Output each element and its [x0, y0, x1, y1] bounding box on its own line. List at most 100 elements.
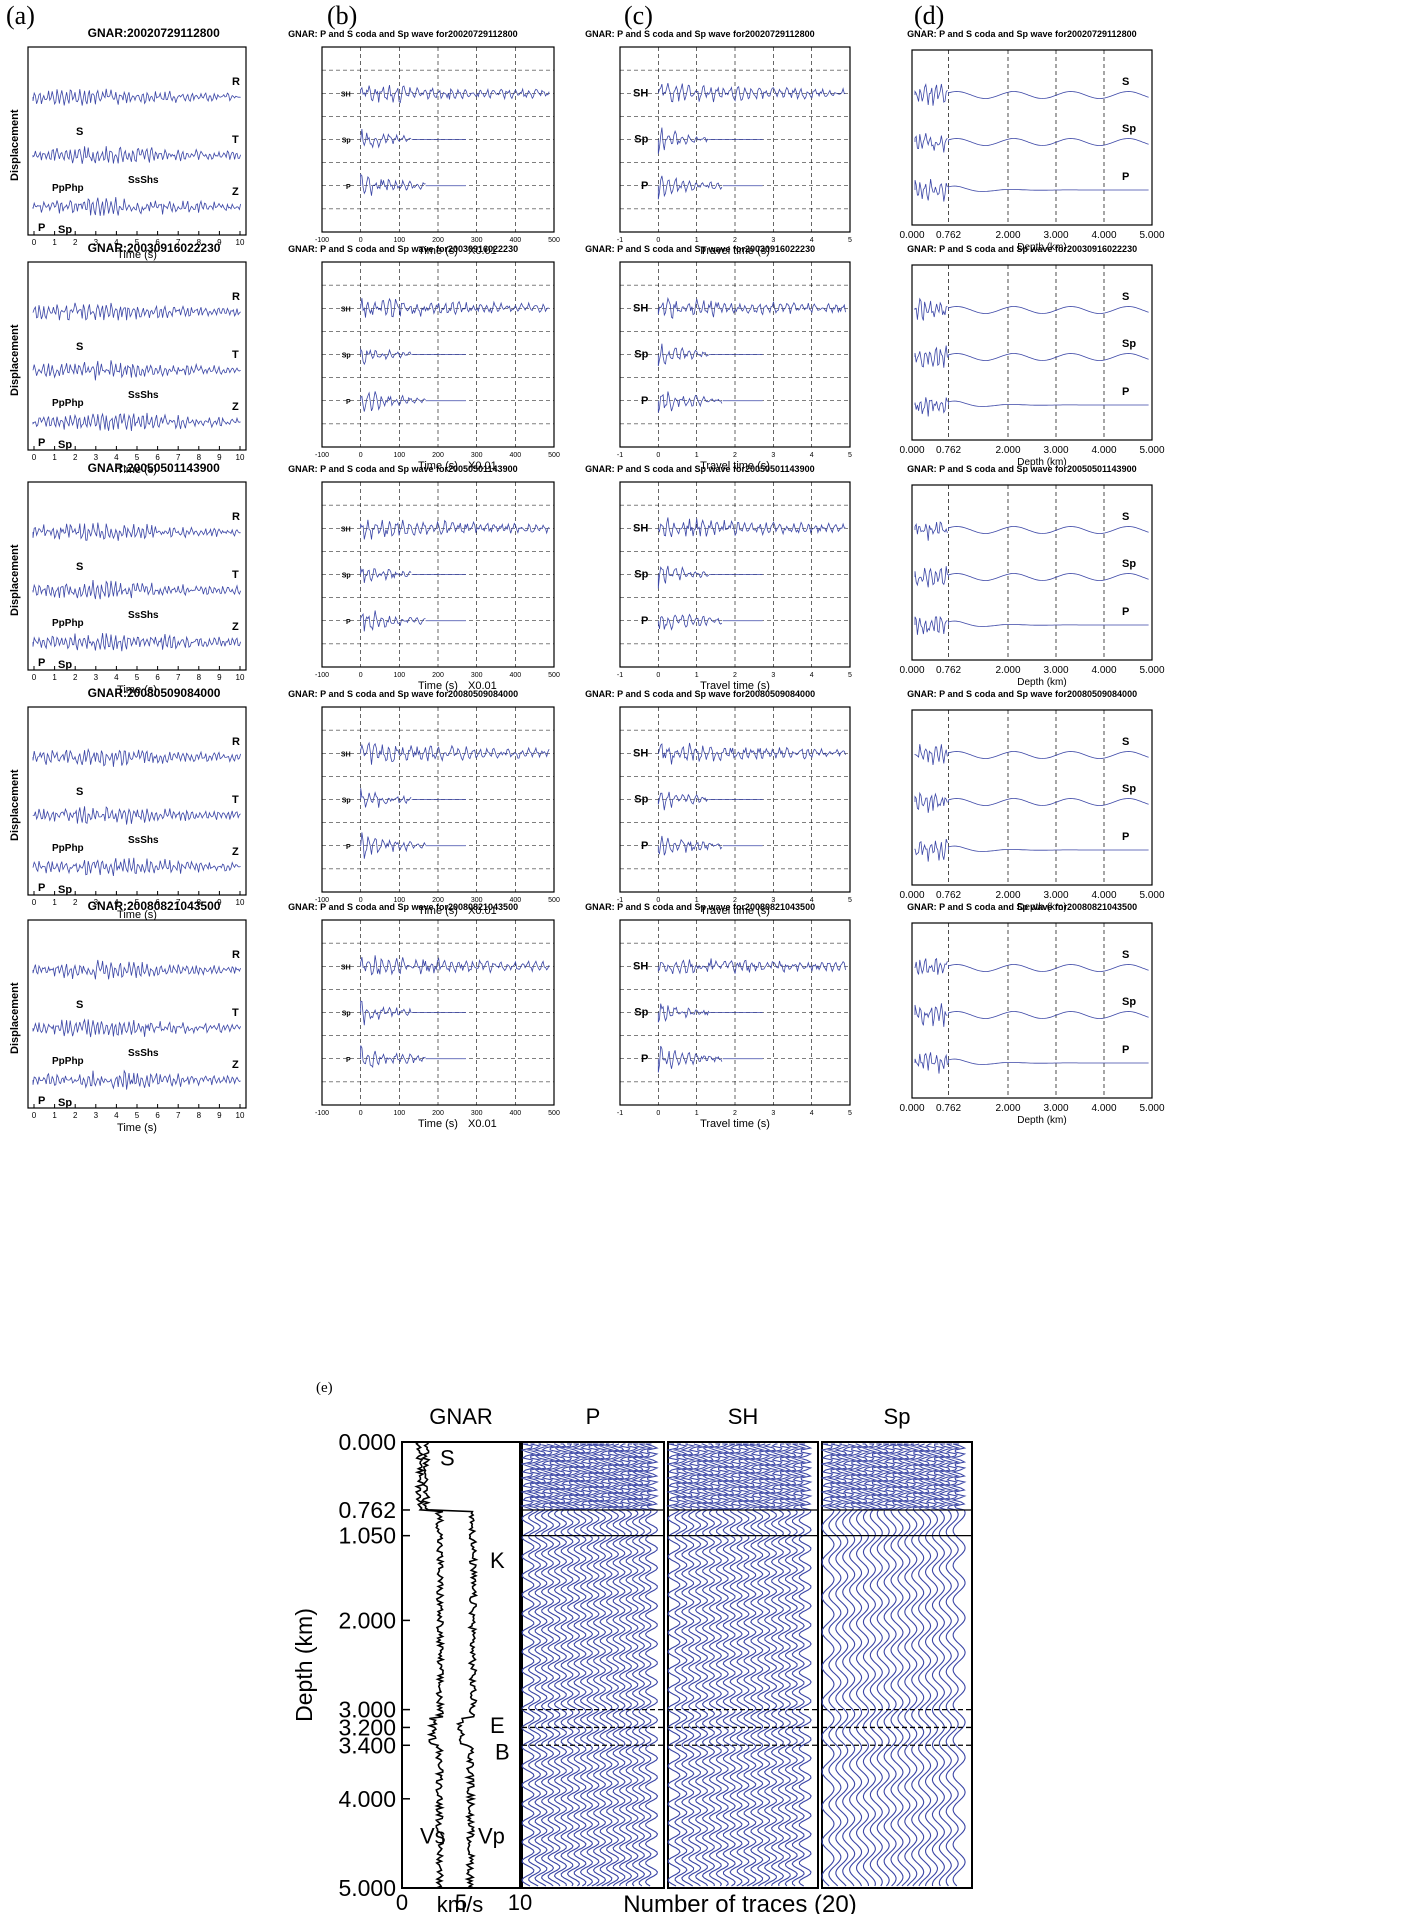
panel-letter-d: (d)	[914, 1, 944, 30]
col-c-trace-label: Sp	[634, 1007, 648, 1019]
col-b-title-prefix: GNAR: P and S coda and Sp wave for	[288, 29, 448, 39]
col-d-trace-head	[914, 83, 948, 106]
col-c-trace	[657, 391, 723, 413]
col-d-trace-label: Sp	[1122, 558, 1136, 570]
col-c-tick-label: -1	[617, 897, 623, 904]
col-b-tick-label: 500	[548, 237, 560, 244]
col-d-trace-tail	[948, 138, 1149, 146]
col-c-tick-label: 3	[771, 237, 775, 244]
col-d-trace-tail	[948, 526, 1149, 534]
col-b-tick-label: 100	[393, 237, 405, 244]
col-d-tick-label: 5.000	[1139, 665, 1164, 676]
col-d-xlabel: Depth (km)	[1017, 242, 1066, 253]
col-c-tick-label: 4	[810, 672, 814, 679]
phase-sp: Sp	[58, 884, 72, 896]
panel-e-wiggle-trace	[643, 1443, 659, 1887]
col-d-frame	[911, 922, 1153, 1099]
phase-sashs: SsShs	[128, 175, 159, 186]
panel-e-vs-label: Vs	[420, 1823, 446, 1848]
col-b-trace-label: Sp	[342, 573, 351, 580]
col-c-title-id: 20020729112800	[745, 29, 815, 39]
col-d-trace-label: S	[1122, 949, 1129, 961]
col-d-title-id: 20050501143900	[1067, 464, 1137, 474]
panel-e-wiggle-trace	[637, 1443, 654, 1887]
col-a-trace-label: T	[232, 1007, 239, 1019]
seismogram-panels: (a) (b) (c) (d)GNAR: 20020729112800Displace…	[6, 1, 1165, 1134]
col-b-trace	[360, 568, 412, 583]
panel-e-wiggle-trace	[584, 1443, 601, 1887]
col-b-title-prefix: GNAR: P and S coda and Sp wave for	[288, 464, 448, 474]
col-d-trace-head	[914, 957, 948, 975]
col-d-trace-label: Sp	[1122, 996, 1136, 1008]
panel-e-wiggle-trace	[591, 1443, 608, 1887]
col-c-trace	[657, 742, 846, 765]
col-b-tick-label: 400	[509, 1110, 521, 1117]
col-d-tick-label: 2.000	[995, 665, 1020, 676]
col-a-tick-label: 5	[135, 238, 140, 247]
col-d-tick-label: 5.000	[1139, 890, 1164, 901]
panel-e-wiggle-trace	[672, 1443, 689, 1887]
col-c-tick-label: 2	[733, 1110, 737, 1117]
col-c-trace-label: Sp	[634, 349, 648, 361]
panel-e-wiggle-trace	[930, 1443, 946, 1887]
col-b-tick-label: 300	[471, 1110, 483, 1117]
col-d-trace-tail	[948, 798, 1149, 806]
col-d-trace-tail	[948, 91, 1149, 99]
panel-e-wiggle-trace	[707, 1443, 724, 1887]
col-c-title-prefix: GNAR: P and S coda and Sp wave for	[585, 29, 745, 39]
panel-e-wiggle-trace	[868, 1443, 884, 1887]
phase-s: S	[76, 999, 83, 1011]
row-5: GNAR: 20080821043500DisplacementRTZSSsSh…	[9, 899, 1165, 1134]
col-c-trace-label: P	[641, 840, 648, 852]
col-c-trace	[657, 791, 709, 811]
col-a-tick-label: 7	[176, 898, 181, 907]
col-c-trace-label: P	[641, 180, 648, 192]
col-b-trace	[360, 1000, 412, 1026]
col-b-tick-label: 0	[359, 237, 363, 244]
col-c-tick-label: 5	[848, 897, 852, 904]
panel-e-wiggle-trace	[826, 1443, 843, 1887]
col-a-tick-label: 8	[197, 1111, 202, 1120]
col-a-tick-label: 9	[217, 898, 222, 907]
col-a-tick-label: 7	[176, 238, 181, 247]
col-b-tick-label: -100	[315, 237, 329, 244]
col-a-tick-label: 4	[114, 898, 119, 907]
col-b-tick-label: 500	[548, 452, 560, 459]
panel-e-tick-label: 3.200	[338, 1714, 396, 1740]
col-a-trace-label: Z	[232, 621, 239, 633]
col-d-frame	[911, 264, 1153, 441]
col-c-trace-label: SH	[633, 302, 648, 314]
col-d-tick-label: 0.762	[936, 1103, 961, 1114]
col-c-tick-label: 4	[810, 237, 814, 244]
col-a-title-prefix: GNAR:	[88, 461, 127, 475]
col-b-trace	[360, 788, 412, 808]
col-a-tick-label: 0	[32, 1111, 37, 1120]
phase-sp: Sp	[58, 1097, 72, 1109]
panel-e-wiggle-trace	[734, 1443, 751, 1887]
col-b-trace	[360, 347, 412, 366]
col-c-xlabel: Travel time (s)	[700, 680, 770, 692]
panel-e-wiggle-trace	[539, 1443, 556, 1887]
col-a-xlabel: Time (s)	[117, 909, 157, 921]
col-d-trace-tail	[948, 620, 1149, 627]
row-4: GNAR: 20080509084000 Displacement R T Z S SsSh…	[9, 686, 1165, 921]
panel-e-wiggle-trace	[790, 1443, 807, 1887]
col-a-tick-label: 2	[73, 673, 78, 682]
col-d-title-id: 20030916022230	[1067, 244, 1137, 254]
col-c-trace	[657, 343, 709, 367]
col-b-tick-label: 100	[393, 452, 405, 459]
col-b-trace	[360, 832, 426, 859]
panel-e-wiggle-trace	[755, 1443, 772, 1887]
col-a-tick-label: 10	[236, 238, 245, 247]
phase-p: P	[38, 882, 45, 894]
col-a-trace	[32, 146, 241, 164]
col-c-title-prefix: GNAR: P and S coda and Sp wave for	[585, 244, 745, 254]
col-d-frame	[911, 709, 1153, 886]
col-a-tick-label: 5	[135, 898, 140, 907]
col-a-tick-label: 8	[197, 238, 202, 247]
col-d-trace-label: P	[1122, 1044, 1129, 1056]
col-c-tick-label: 5	[848, 672, 852, 679]
col-d-trace-label: S	[1122, 76, 1129, 88]
col-b-tick-label: 200	[432, 672, 444, 679]
col-b-tick-label: 0	[359, 672, 363, 679]
